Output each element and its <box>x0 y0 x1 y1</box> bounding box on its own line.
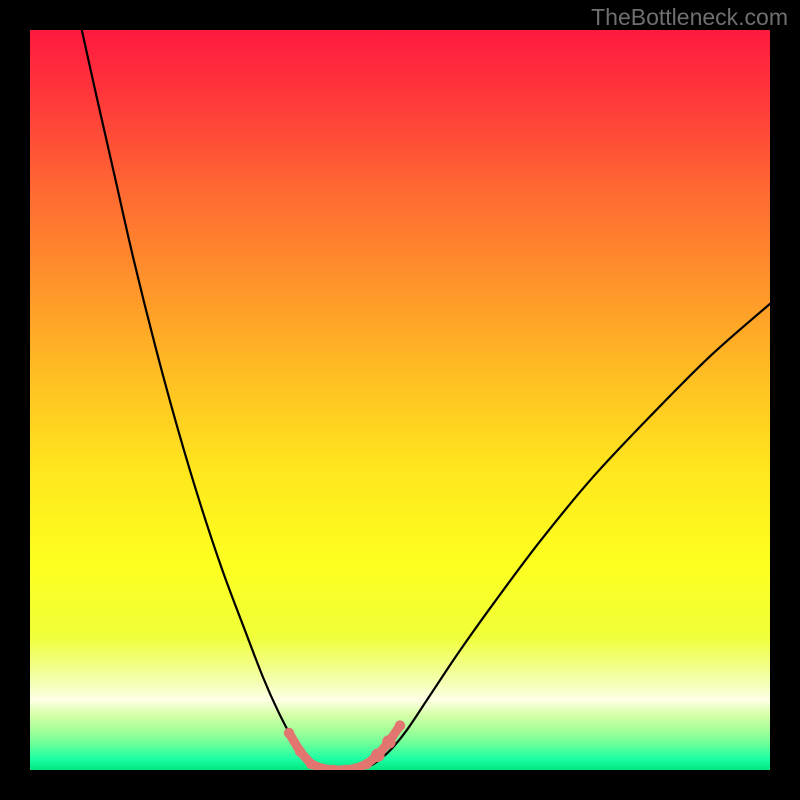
trough-marker-dot <box>306 759 316 769</box>
trough-marker-dot <box>362 759 372 769</box>
trough-marker-dot <box>395 720 405 730</box>
chart-frame: TheBottleneck.com <box>0 0 800 800</box>
chart-svg <box>30 30 770 770</box>
trough-marker-dot <box>371 748 385 762</box>
watermark-text: TheBottleneck.com <box>591 4 788 31</box>
trough-marker-dot <box>382 735 396 749</box>
gradient-background <box>30 30 770 770</box>
trough-marker-dot <box>295 746 305 756</box>
trough-marker-dot <box>284 728 294 738</box>
plot-area <box>30 30 770 770</box>
